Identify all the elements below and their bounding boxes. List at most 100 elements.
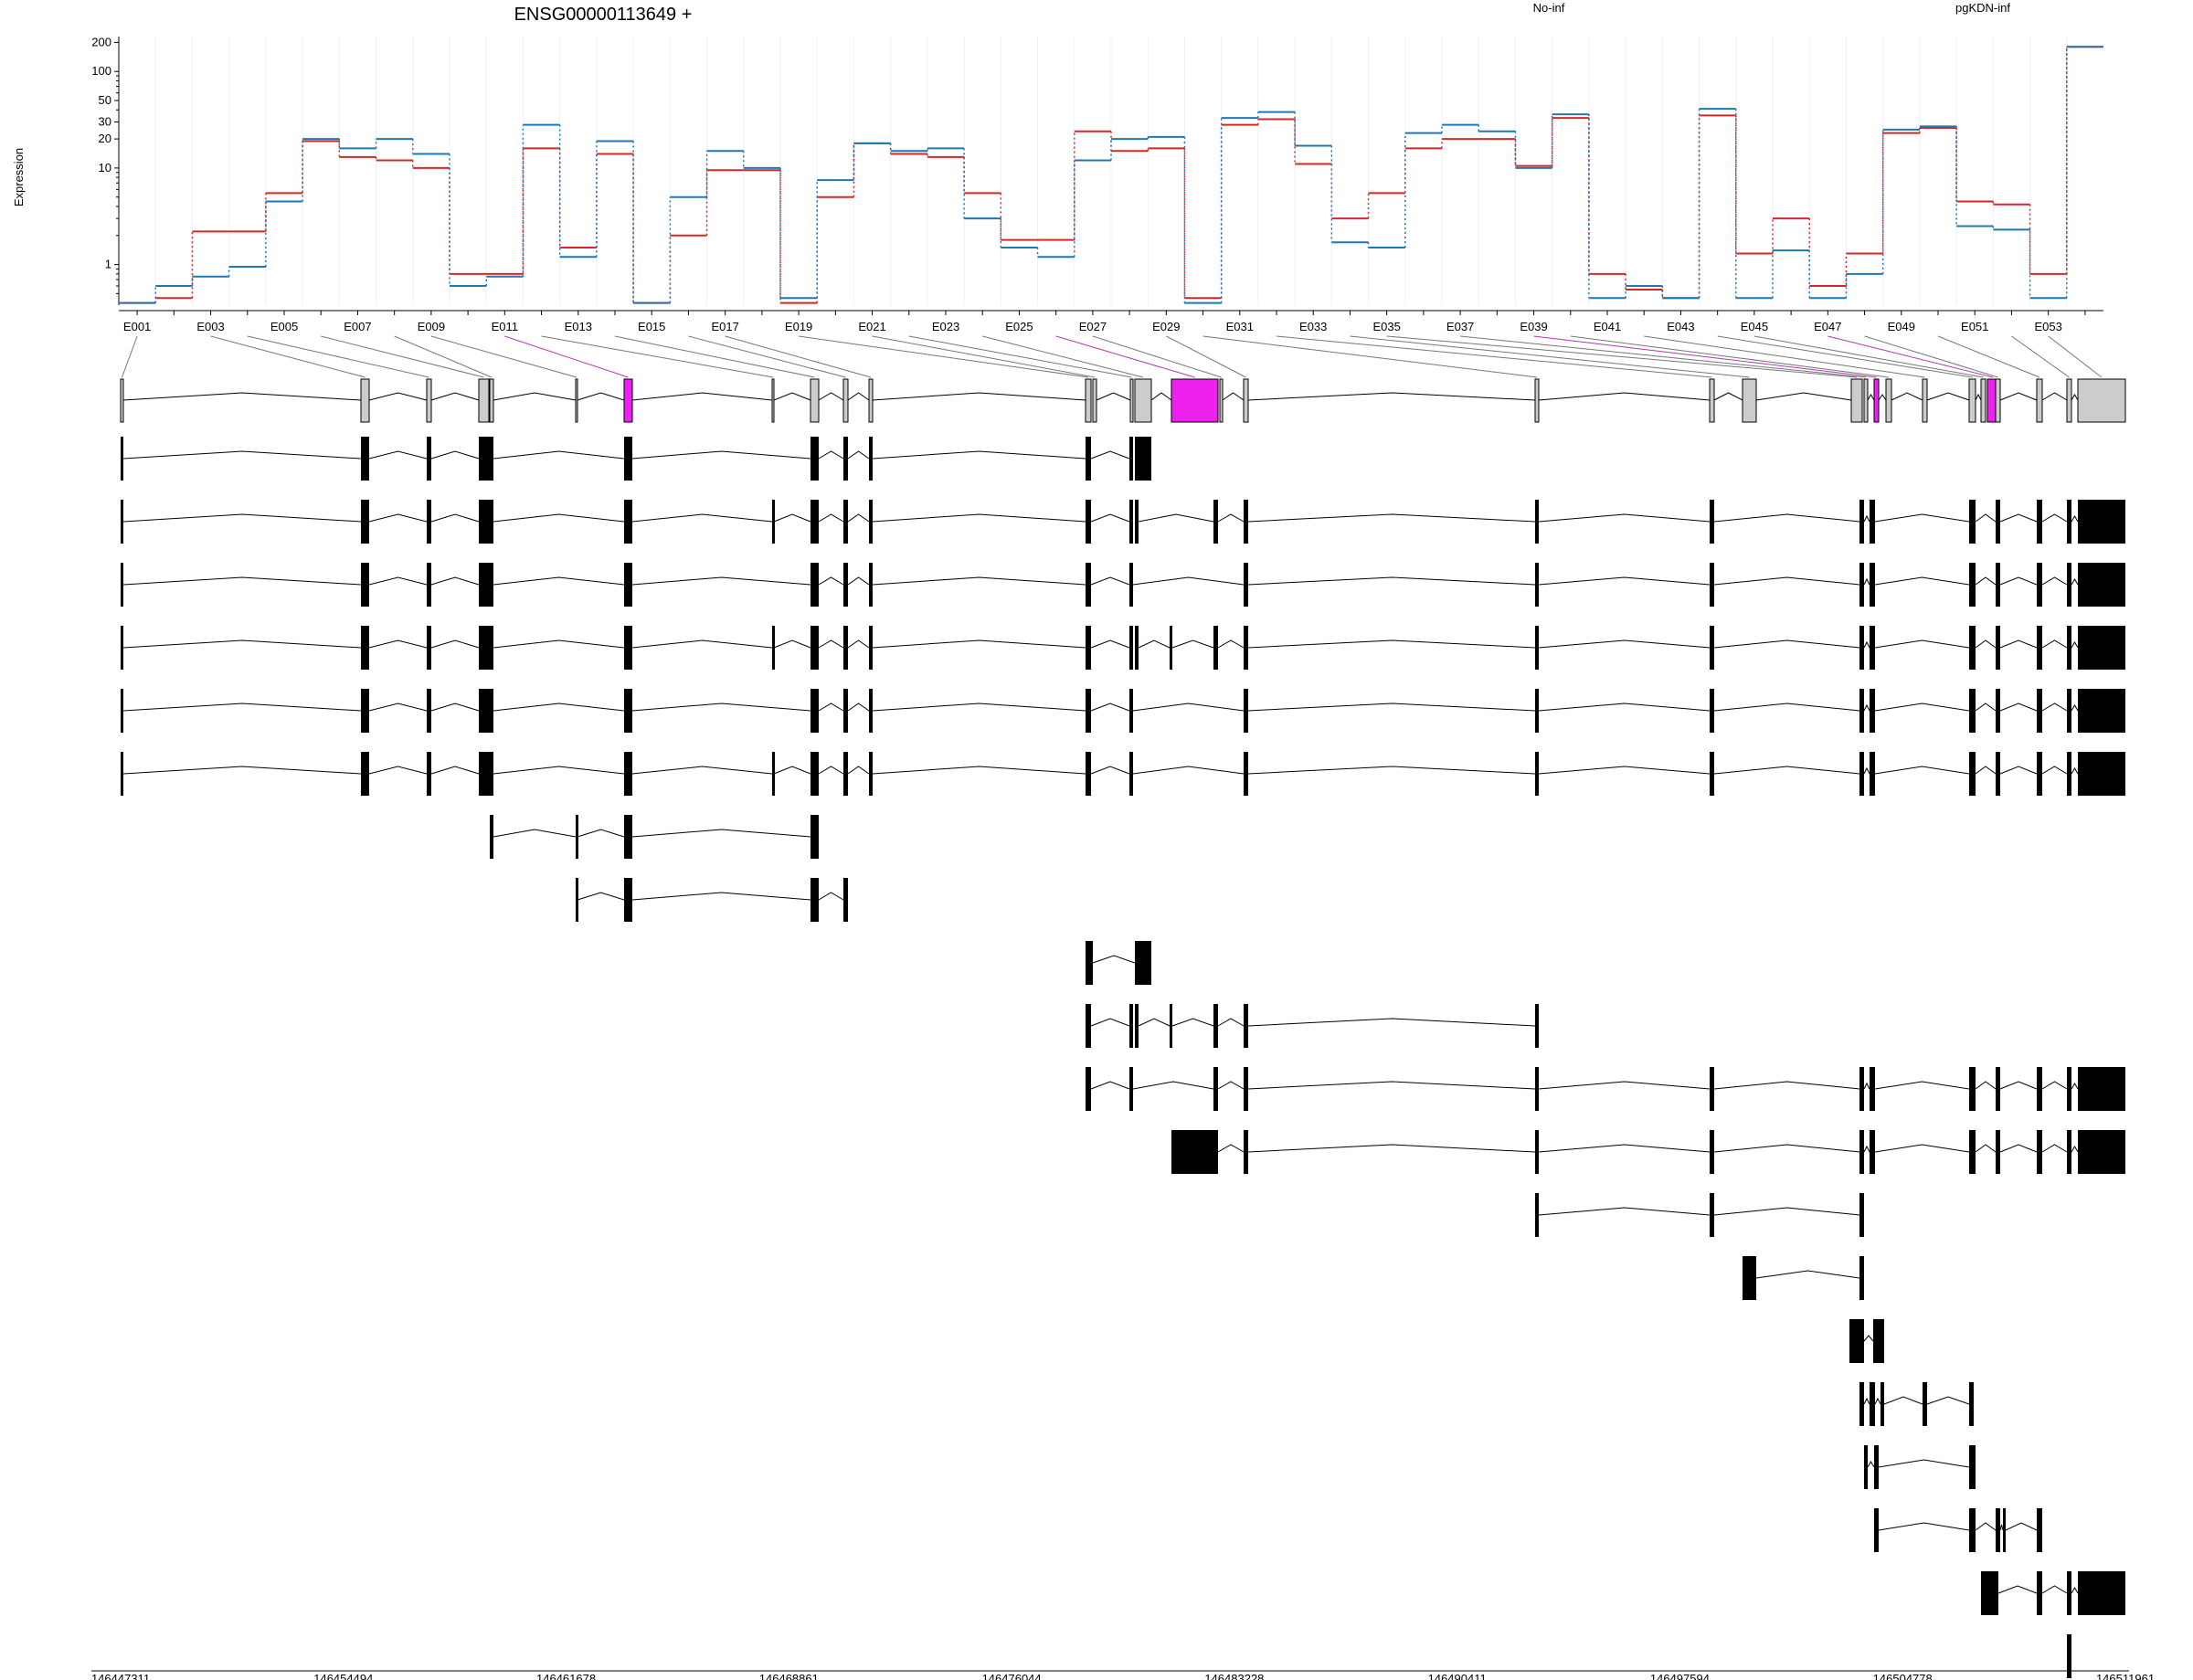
transcript-exon	[624, 626, 632, 670]
transcript-exon	[1213, 1004, 1218, 1048]
transcript-exon	[1086, 1004, 1091, 1048]
intron-line	[631, 892, 811, 901]
y-tick-label: 20	[99, 132, 111, 145]
transcript-track	[121, 500, 2125, 544]
transcript-exon	[1870, 689, 1875, 733]
transcript-exon	[843, 626, 848, 670]
transcript-exon	[2037, 1130, 2042, 1174]
x-tick-label: E039	[1520, 320, 1547, 333]
intron-line	[1874, 1081, 1970, 1090]
transcript-exon	[2067, 1067, 2071, 1111]
intron-line	[2071, 704, 2079, 712]
transcript-exon	[1870, 1067, 1875, 1111]
exon-connector	[321, 335, 484, 378]
transcript-exon	[1874, 1508, 1879, 1552]
transcript-exon	[1873, 1319, 1884, 1363]
intron-line	[1713, 639, 1860, 649]
transcript-exon	[1213, 626, 1218, 670]
intron-line	[818, 639, 844, 649]
exon-connector	[1644, 335, 1925, 378]
intron-line	[1874, 703, 1970, 712]
intron-line	[1713, 703, 1860, 712]
transcript-exon	[2078, 1067, 2125, 1111]
genomic-tick-label: 146483228	[1204, 1672, 1264, 1680]
transcript-exon	[1710, 500, 1714, 544]
genomic-tick-label: 146461678	[536, 1672, 596, 1680]
intron-line	[1863, 1082, 1870, 1090]
intron-line	[1926, 392, 1970, 401]
transcript-exon	[1129, 1067, 1133, 1111]
transcript-exon	[1086, 1067, 1091, 1111]
x-tick-label: E009	[418, 320, 445, 333]
intron-line	[1092, 955, 1136, 964]
transcript-exon	[1213, 500, 1218, 544]
transcript-exon	[1864, 1445, 1868, 1489]
x-tick-label: E033	[1299, 320, 1327, 333]
intron-line	[1090, 1018, 1130, 1027]
intron-line	[1713, 392, 1743, 401]
intron-line	[122, 392, 362, 401]
intron-line	[818, 576, 844, 586]
transcript-exon	[1171, 1130, 1218, 1174]
intron-line	[631, 639, 773, 649]
transcript-exon	[1135, 500, 1139, 544]
intron-line	[1713, 1081, 1860, 1090]
transcript-exon	[1969, 752, 1976, 796]
exon-connector	[1055, 335, 1195, 378]
genomic-tick-label: 146476044	[982, 1672, 1042, 1680]
intron-line	[577, 392, 625, 401]
intron-line	[1247, 639, 1536, 649]
intron-line	[2071, 1083, 2079, 1090]
intron-line	[1863, 1145, 1870, 1153]
intron-line	[368, 703, 428, 712]
exon-connector	[1753, 335, 1984, 378]
intron-line	[1247, 766, 1536, 775]
transcript-exon	[1710, 563, 1714, 607]
intron-line	[773, 639, 811, 649]
intron-line	[368, 766, 428, 775]
exon-connector	[1202, 335, 1538, 378]
intron-line	[430, 766, 480, 775]
exon-connector	[122, 335, 138, 378]
transcript-exon	[1849, 1319, 1864, 1363]
transcript-exon	[810, 689, 819, 733]
intron-line	[1538, 1144, 1711, 1153]
exon-connector	[2048, 335, 2103, 378]
genomic-tick-label: 146447311	[91, 1672, 150, 1680]
gene-model	[120, 378, 2126, 423]
intron-line	[1538, 392, 1711, 401]
transcript-exon	[810, 626, 819, 670]
transcript-exon	[1535, 1004, 1539, 1048]
transcript-track	[121, 752, 2125, 796]
transcript-tracks	[121, 437, 2125, 1678]
transcript-exon	[1086, 752, 1091, 796]
transcript-exon	[1086, 689, 1091, 733]
transcript-exon	[121, 563, 123, 607]
transcript-exon	[1870, 1382, 1875, 1426]
transcript-exon	[2067, 1634, 2071, 1678]
transcript-exon	[2037, 689, 2042, 733]
y-tick-label: 100	[91, 64, 111, 78]
gene-model-exon	[1129, 378, 1134, 423]
genomic-tick-label: 146454494	[313, 1672, 373, 1680]
transcript-exon	[1710, 1130, 1714, 1174]
transcript-exon	[1244, 752, 1248, 796]
intron-line	[1878, 1459, 1970, 1468]
transcript-exon	[1859, 563, 1864, 607]
transcript-exon	[2037, 1571, 2042, 1615]
intron-line	[1975, 513, 1997, 523]
gene-model-exon	[842, 378, 849, 423]
transcript-exon	[772, 752, 775, 796]
intron-line	[1874, 1144, 1970, 1153]
intron-line	[847, 576, 870, 586]
intron-line	[1138, 639, 1171, 649]
intron-line	[847, 513, 870, 523]
x-tick-label: E003	[196, 320, 224, 333]
transcript-exon	[810, 563, 819, 607]
intron-line	[631, 829, 811, 838]
x-tick-label: E001	[123, 320, 151, 333]
x-tick-label: E035	[1372, 320, 1400, 333]
legend-no-inf: No-inf	[1533, 1, 1565, 15]
y-axis-label: Expression	[12, 148, 26, 206]
transcript-exon	[1244, 500, 1248, 544]
